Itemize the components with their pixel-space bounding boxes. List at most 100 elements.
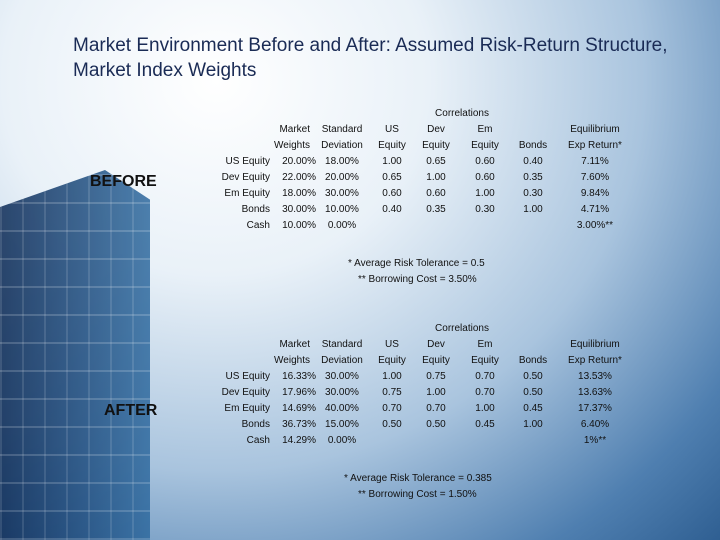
table-row: Em Equity 14.69% 40.00% 0.70 0.70 1.00 0.45 17.… — [210, 403, 650, 419]
row-label: Bonds — [241, 204, 270, 215]
col-header: Equity — [422, 140, 450, 151]
col-header: Exp Return* — [568, 355, 622, 366]
corr-bonds-cell: 0.35 — [523, 172, 543, 183]
weight-cell: 10.00% — [282, 220, 316, 231]
col-header: Dev — [427, 339, 445, 350]
corr-bonds-cell: 0.30 — [523, 188, 543, 199]
corr-bonds-cell: 1.00 — [523, 419, 543, 430]
corr-us-cell: 0.65 — [382, 172, 402, 183]
corr-dev-cell: 1.00 — [426, 387, 446, 398]
std-dev-cell: 20.00% — [325, 172, 359, 183]
corr-us-cell: 0.40 — [382, 204, 402, 215]
corr-dev-cell: 0.35 — [426, 204, 446, 215]
before-header-top-row: Correlations — [210, 108, 650, 124]
corr-bonds-cell: 0.40 — [523, 156, 543, 167]
after-table: Correlations Market Standard US Dev Em E… — [210, 323, 650, 451]
exp-return-cell: 9.84% — [580, 188, 610, 199]
col-header: Bonds — [518, 140, 548, 151]
col-header: Deviation — [321, 140, 363, 151]
weight-cell: 14.29% — [282, 435, 316, 446]
before-note-risk-tolerance: * Average Risk Tolerance = 0.5 — [348, 258, 485, 269]
col-header: US — [385, 124, 399, 135]
table-row: Bonds 30.00% 10.00% 0.40 0.35 0.30 1.00 4.71% — [210, 204, 650, 220]
corr-dev-cell: 0.60 — [426, 188, 446, 199]
table-row: US Equity 20.00% 18.00% 1.00 0.65 0.60 0.40 7.1… — [210, 156, 650, 172]
corr-dev-cell: 1.00 — [426, 172, 446, 183]
corr-em-cell: 1.00 — [475, 188, 495, 199]
corr-em-cell: 0.70 — [475, 371, 495, 382]
corr-em-cell: 0.30 — [475, 204, 495, 215]
before-table: Correlations Market Standard US Dev Em E… — [210, 108, 650, 236]
std-dev-cell: 40.00% — [325, 403, 359, 414]
after-header-row-1: Market Standard US Dev Em Equilibrium — [210, 339, 650, 355]
corr-bonds-cell: 0.50 — [523, 387, 543, 398]
std-dev-cell: 30.00% — [325, 371, 359, 382]
col-header: Weights — [274, 140, 310, 151]
col-header: Equilibrium — [570, 124, 620, 135]
exp-return-cell: 7.11% — [581, 156, 609, 167]
col-header: Em — [477, 124, 493, 135]
exp-return-cell: 3.00%** — [576, 220, 614, 231]
weight-cell: 16.33% — [282, 371, 316, 382]
corr-em-cell: 0.70 — [475, 387, 495, 398]
col-header: Market — [279, 124, 310, 135]
weight-cell: 36.73% — [282, 419, 316, 430]
table-row: Em Equity 18.00% 30.00% 0.60 0.60 1.00 0.30 9.8… — [210, 188, 650, 204]
corr-em-cell: 1.00 — [475, 403, 495, 414]
weight-cell: 20.00% — [282, 156, 316, 167]
row-label: Bonds — [241, 419, 270, 430]
corr-em-cell: 0.60 — [475, 156, 495, 167]
std-dev-cell: 10.00% — [325, 204, 359, 215]
std-dev-cell: 30.00% — [325, 188, 359, 199]
weight-cell: 18.00% — [282, 188, 316, 199]
row-label: US Equity — [225, 156, 270, 167]
weight-cell: 17.96% — [282, 387, 316, 398]
weight-cell: 14.69% — [282, 403, 316, 414]
after-note-risk-tolerance: * Average Risk Tolerance = 0.385 — [344, 473, 492, 484]
after-header-top-row: Correlations — [210, 323, 650, 339]
exp-return-cell: 7.60% — [580, 172, 610, 183]
row-label: Dev Equity — [221, 172, 270, 183]
before-label: BEFORE — [90, 173, 157, 190]
table-row: Cash 14.29% 0.00% 1%** — [210, 435, 650, 451]
corr-dev-cell: 0.70 — [426, 403, 446, 414]
after-header-row-2: Weights Deviation Equity Equity Equity B… — [210, 355, 650, 371]
corr-bonds-cell: 0.45 — [523, 403, 543, 414]
before-note-borrowing-cost: ** Borrowing Cost = 3.50% — [358, 274, 477, 285]
col-header: Standard — [321, 339, 363, 350]
before-header-row-2: Weights Deviation Equity Equity Equity B… — [210, 140, 650, 156]
correlations-header: Correlations — [435, 108, 489, 119]
col-header: Em — [477, 339, 493, 350]
weight-cell: 30.00% — [282, 204, 316, 215]
col-header: Dev — [427, 124, 445, 135]
col-header: Equilibrium — [570, 339, 620, 350]
corr-dev-cell: 0.75 — [426, 371, 446, 382]
table-row: US Equity 16.33% 30.00% 1.00 0.75 0.70 0.50 13.… — [210, 371, 650, 387]
corr-us-cell: 1.00 — [382, 156, 402, 167]
col-header: Equity — [471, 355, 499, 366]
std-dev-cell: 15.00% — [325, 419, 359, 430]
building-background-image — [0, 170, 150, 540]
col-header: Equity — [471, 140, 499, 151]
after-label: AFTER — [104, 402, 158, 419]
corr-us-cell: 0.50 — [382, 419, 402, 430]
row-label: Em Equity — [224, 403, 270, 414]
corr-bonds-cell: 0.50 — [523, 371, 543, 382]
exp-return-cell: 13.63% — [578, 387, 612, 398]
table-row: Dev Equity 17.96% 30.00% 0.75 1.00 0.70 0.50 13… — [210, 387, 650, 403]
row-label: Dev Equity — [221, 387, 270, 398]
row-label: US Equity — [225, 371, 270, 382]
exp-return-cell: 1%** — [583, 435, 607, 446]
col-header: Equity — [422, 355, 450, 366]
corr-us-cell: 0.60 — [382, 188, 402, 199]
col-header: Exp Return* — [568, 140, 622, 151]
col-header: Market — [279, 339, 310, 350]
corr-em-cell: 0.45 — [475, 419, 495, 430]
col-header: Equity — [378, 355, 406, 366]
col-header: Bonds — [518, 355, 548, 366]
std-dev-cell: 18.00% — [325, 156, 359, 167]
std-dev-cell: 0.00% — [327, 435, 357, 446]
col-header: Standard — [321, 124, 363, 135]
std-dev-cell: 30.00% — [325, 387, 359, 398]
corr-em-cell: 0.60 — [475, 172, 495, 183]
